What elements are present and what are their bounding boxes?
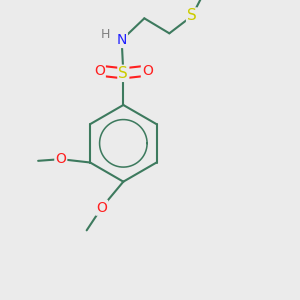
Text: O: O — [94, 64, 105, 78]
Text: S: S — [118, 66, 128, 81]
Text: H: H — [101, 28, 110, 41]
Text: O: O — [142, 64, 153, 78]
Text: O: O — [96, 201, 107, 215]
Text: O: O — [56, 152, 66, 166]
Text: N: N — [116, 33, 127, 47]
Text: S: S — [187, 8, 197, 23]
